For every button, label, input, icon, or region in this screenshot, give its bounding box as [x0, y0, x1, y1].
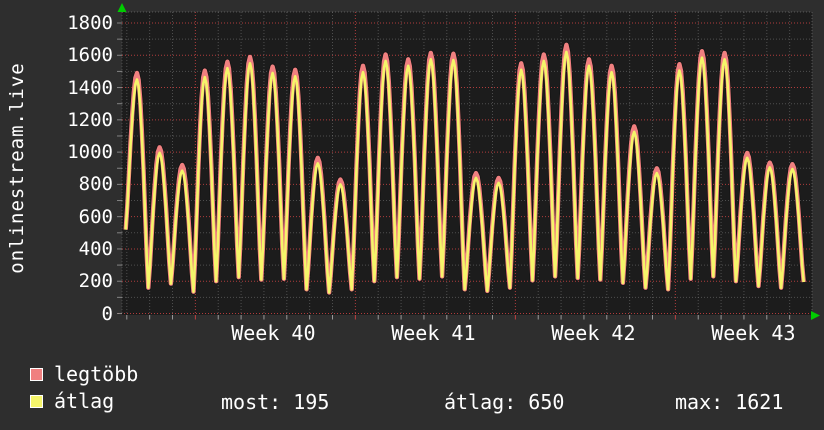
- stat-most: most: 195: [221, 390, 330, 414]
- stat-max: max: 1621: [675, 390, 784, 414]
- x-axis-week-label: Week 40: [231, 321, 316, 345]
- series-line-atlag: [124, 50, 805, 294]
- x-axis-week-label: Week 42: [551, 321, 636, 345]
- y-axis-tick-label: 600: [78, 205, 113, 228]
- y-axis-tick-label: 0: [101, 302, 113, 325]
- legend-item-atlag: átlag: [30, 389, 114, 413]
- y-axis-tick-label: 1200: [67, 108, 113, 131]
- y-axis-tick-label: 200: [78, 270, 113, 293]
- y-axis-tick-label: 1800: [67, 12, 113, 34]
- y-axis-arrow-icon: [117, 3, 127, 12]
- legend-swatch-legtobb-icon: [30, 367, 43, 381]
- series-lines: [122, 41, 807, 296]
- y-axis-tick-label: 1600: [67, 44, 113, 67]
- y-axis-tick-label: 400: [78, 237, 113, 260]
- y-axis-tick-label: 1400: [67, 76, 113, 99]
- legend-label-legtobb: legtöbb: [54, 362, 139, 386]
- stat-atlag: átlag: 650: [444, 390, 565, 414]
- y-axis-tick-label: 800: [78, 173, 113, 196]
- y-axis-tick-label: 1000: [67, 141, 113, 164]
- x-axis-arrow-icon: [811, 311, 820, 320]
- x-axis-week-label: Week 43: [711, 321, 796, 345]
- legend-item-legtobb: legtöbb: [30, 362, 138, 386]
- legend-swatch-atlag-icon: [30, 394, 43, 408]
- legend-label-atlag: átlag: [54, 389, 115, 413]
- x-axis-week-label: Week 41: [391, 321, 476, 345]
